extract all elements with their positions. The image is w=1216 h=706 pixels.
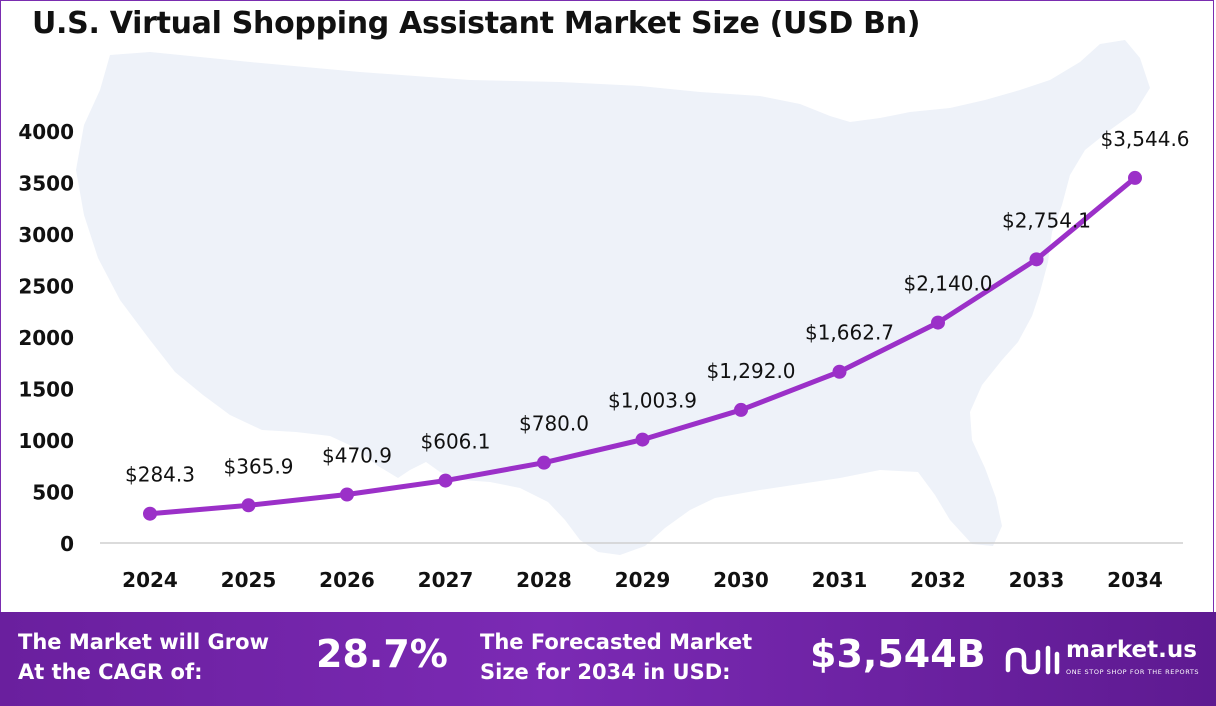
data-label: $1,292.0 <box>706 359 795 383</box>
data-point[interactable] <box>635 432 650 447</box>
x-tick-label: 2034 <box>1107 568 1163 592</box>
y-tick-label: 1500 <box>18 378 74 402</box>
data-point[interactable] <box>832 364 847 379</box>
y-tick-label: 2000 <box>18 326 74 350</box>
data-label: $2,754.1 <box>1002 208 1091 232</box>
brand-logo[interactable]: market.us ONE STOP SHOP FOR THE REPORTS <box>1004 634 1210 684</box>
x-tick-label: 2027 <box>418 568 474 592</box>
data-label: $284.3 <box>125 463 195 487</box>
cagr-value: 28.7% <box>316 632 448 676</box>
brand-tagline: ONE STOP SHOP FOR THE REPORTS <box>1066 668 1200 676</box>
y-tick-label: 1000 <box>18 429 74 453</box>
data-label: $3,544.6 <box>1100 127 1189 151</box>
data-label: $2,140.0 <box>903 272 992 296</box>
data-point[interactable] <box>1029 252 1044 267</box>
brand-name: market.us <box>1066 637 1197 663</box>
x-tick-label: 2028 <box>516 568 572 592</box>
market-us-logo-icon <box>1005 645 1060 675</box>
data-point[interactable] <box>537 455 551 470</box>
x-tick-label: 2026 <box>319 568 375 592</box>
cagr-label: The Market will Grow At the CAGR of: <box>18 630 269 684</box>
data-point[interactable] <box>734 402 748 417</box>
data-point[interactable] <box>1128 170 1142 185</box>
data-label: $1,662.7 <box>805 321 894 345</box>
x-tick-label: 2024 <box>122 568 178 592</box>
data-point[interactable] <box>340 487 354 502</box>
data-label: $365.9 <box>224 454 294 478</box>
y-tick-label: 3500 <box>18 172 74 196</box>
forecast-label: The Forecasted Market Size for 2034 in U… <box>480 630 753 684</box>
summary-footer: The Market will Grow At the CAGR of: 28.… <box>0 612 1216 706</box>
x-tick-label: 2033 <box>1009 568 1065 592</box>
x-tick-label: 2029 <box>615 568 671 592</box>
chart-title: U.S. Virtual Shopping Assistant Market S… <box>32 6 921 41</box>
usa-map-icon <box>76 40 1150 555</box>
data-label: $606.1 <box>421 430 491 454</box>
data-label: $1,003.9 <box>608 389 697 413</box>
y-tick-label: 2500 <box>18 275 74 299</box>
y-tick-label: 4000 <box>18 120 74 144</box>
data-label: $470.9 <box>322 443 392 467</box>
x-tick-label: 2032 <box>910 568 966 592</box>
x-tick-label: 2030 <box>713 568 769 592</box>
forecast-value: $3,544B <box>810 632 986 676</box>
data-label: $780.0 <box>519 412 589 436</box>
x-tick-label: 2025 <box>221 568 277 592</box>
x-tick-label: 2031 <box>812 568 868 592</box>
data-point[interactable] <box>438 473 453 488</box>
data-point[interactable] <box>143 506 157 521</box>
y-tick-label: 500 <box>32 481 74 505</box>
data-point[interactable] <box>241 498 256 513</box>
line-chart: 0 500 1000 1500 2000 2500 3000 3500 4000 2024 202… <box>18 40 1190 592</box>
y-tick-label: 0 <box>60 532 74 556</box>
data-point[interactable] <box>931 315 945 330</box>
y-tick-label: 3000 <box>18 223 74 247</box>
